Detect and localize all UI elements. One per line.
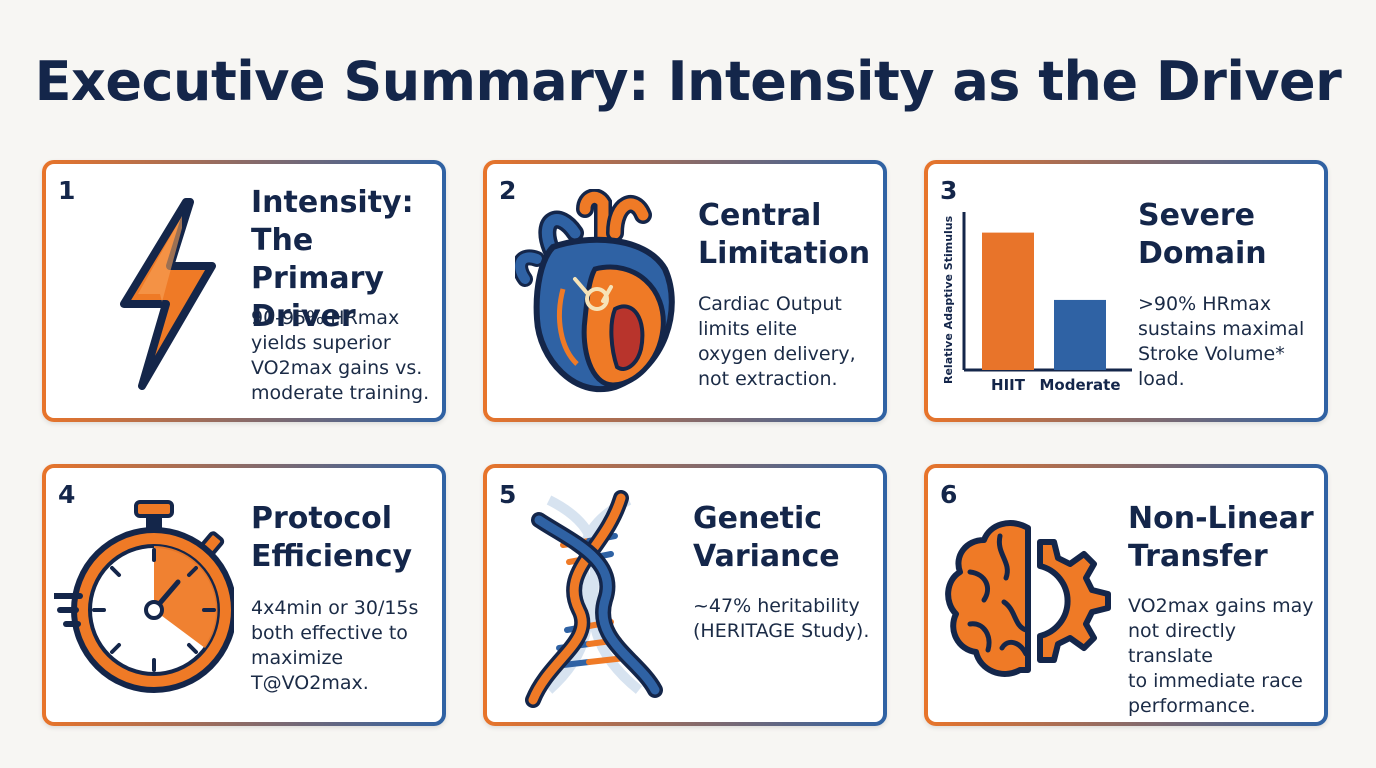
card-number: 1: [58, 176, 76, 205]
chart-bar-hiit: [982, 232, 1034, 370]
card-heading: Non-Linear Transfer: [1128, 501, 1314, 574]
page-title: Executive Summary: Intensity as the Driv…: [34, 50, 1342, 113]
card-central-limitation: 2 Central Limitation Cardiac Output limi…: [483, 160, 887, 422]
heart-icon: [515, 189, 675, 392]
bar-chart-icon: Relative Adaptive Stimulus HIIT Moderate: [942, 212, 1132, 394]
card-number: 4: [58, 480, 76, 509]
brain-gear-icon: [945, 520, 1111, 677]
chart-tick-label: HIIT: [991, 376, 1026, 394]
card-non-linear-transfer: 6 Non-Linear Transfer VO2max gains may n…: [924, 464, 1328, 726]
card-severe-domain: 3 Relative Adaptive Stimulus HIIT Moderat…: [924, 160, 1328, 422]
card-body: 4x4min or 30/15s both effective to maxim…: [251, 597, 419, 694]
card-number: 6: [940, 480, 958, 509]
stopwatch-icon: [54, 500, 234, 693]
card-number: 2: [499, 176, 517, 205]
card-intensity: 1 Intensity: The Primary Driver 90-95% H…: [42, 160, 446, 422]
card-body: VO2max gains may not directly translate …: [1128, 595, 1314, 717]
chart-tick-label: Moderate: [1039, 376, 1120, 394]
card-protocol-efficiency: 4 Protocol Efficiency 4x4min or 30/15s b…: [42, 464, 446, 726]
card-heading: Severe Domain: [1138, 198, 1267, 271]
card-heading: Intensity: The Primary Driver: [251, 185, 414, 334]
dna-icon: [525, 490, 663, 708]
lightning-bolt-icon: [120, 198, 216, 390]
chart-ylabel: Relative Adaptive Stimulus: [942, 215, 955, 384]
card-body: ~47% heritability (HERITAGE Study).: [693, 595, 870, 642]
card-heading: Central Limitation: [698, 198, 871, 271]
card-heading: Protocol Efficiency: [251, 501, 413, 574]
card-body: Cardiac Output limits elite oxygen deliv…: [698, 293, 856, 390]
chart-bar-moderate: [1054, 299, 1106, 370]
card-heading: Genetic Variance: [693, 501, 840, 574]
card-body: >90% HRmax sustains maximal Stroke Volum…: [1138, 293, 1305, 390]
card-number: 3: [940, 176, 958, 205]
card-number: 5: [499, 480, 517, 509]
card-genetic-variance: 5 Genetic Variance ~47% heritability (HE…: [483, 464, 887, 726]
card-body: 90-95% HRmax yields superior VO2max gain…: [251, 307, 430, 404]
